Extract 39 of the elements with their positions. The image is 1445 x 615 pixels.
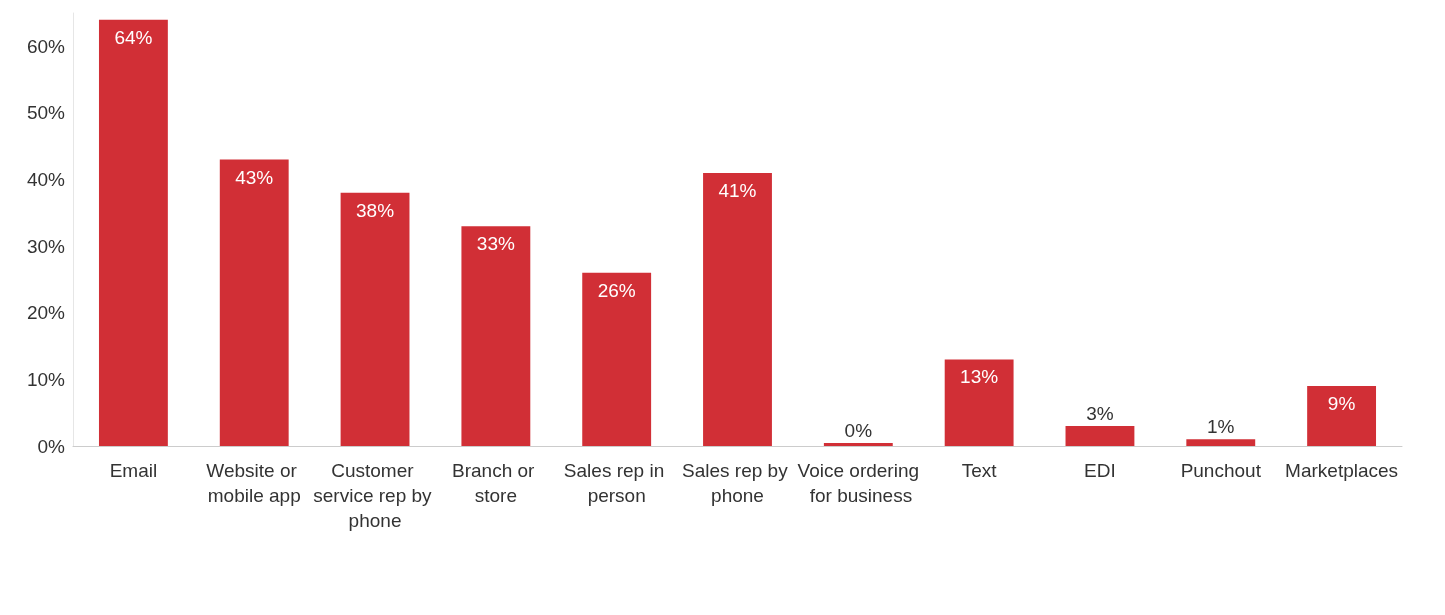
x-tick-label: Website or mobile app — [206, 460, 303, 506]
x-tick-label: EDI — [1084, 460, 1116, 481]
x-tick-label: Voice ordering for business — [797, 460, 920, 506]
data-label: 38% — [356, 199, 395, 221]
x-tick-label: Text — [961, 460, 998, 481]
data-label: 3% — [1086, 403, 1114, 425]
x-tick-label: Marketplaces — [1285, 460, 1399, 481]
y-tick-label: 10% — [26, 368, 66, 390]
bar — [98, 19, 168, 446]
bar — [1186, 439, 1256, 446]
data-label: 33% — [476, 233, 515, 255]
y-tick-label: 60% — [26, 35, 66, 57]
x-tick-label: Sales rep in person — [563, 460, 670, 506]
data-label: 1% — [1207, 416, 1235, 438]
bar — [582, 272, 652, 446]
data-label: 0% — [844, 420, 873, 441]
y-tick-label: 20% — [26, 302, 66, 324]
data-label: 9% — [1327, 393, 1356, 415]
bar — [944, 359, 1014, 446]
y-tick-label: 0% — [37, 435, 66, 457]
x-tick-label: Sales rep by phone — [682, 460, 793, 506]
bar — [703, 172, 772, 446]
data-label: 43% — [235, 166, 274, 188]
bar — [1307, 386, 1377, 446]
x-tick-label: Email — [109, 460, 158, 481]
data-label: 13% — [960, 366, 999, 388]
y-tick-label: 30% — [26, 235, 66, 257]
bar — [461, 226, 531, 446]
y-tick-label: 50% — [26, 102, 66, 124]
bar — [219, 159, 289, 446]
data-label: 41% — [718, 179, 757, 201]
x-tick-label: Punchout — [1180, 460, 1262, 481]
data-label: 26% — [597, 279, 636, 301]
data-label: 64% — [114, 26, 153, 48]
x-tick-label: Branch or store — [452, 460, 540, 506]
bar — [1065, 426, 1135, 446]
x-tick-label: Customer service rep by phone — [313, 460, 437, 531]
y-tick-label: 40% — [26, 169, 66, 191]
bar — [340, 192, 410, 446]
